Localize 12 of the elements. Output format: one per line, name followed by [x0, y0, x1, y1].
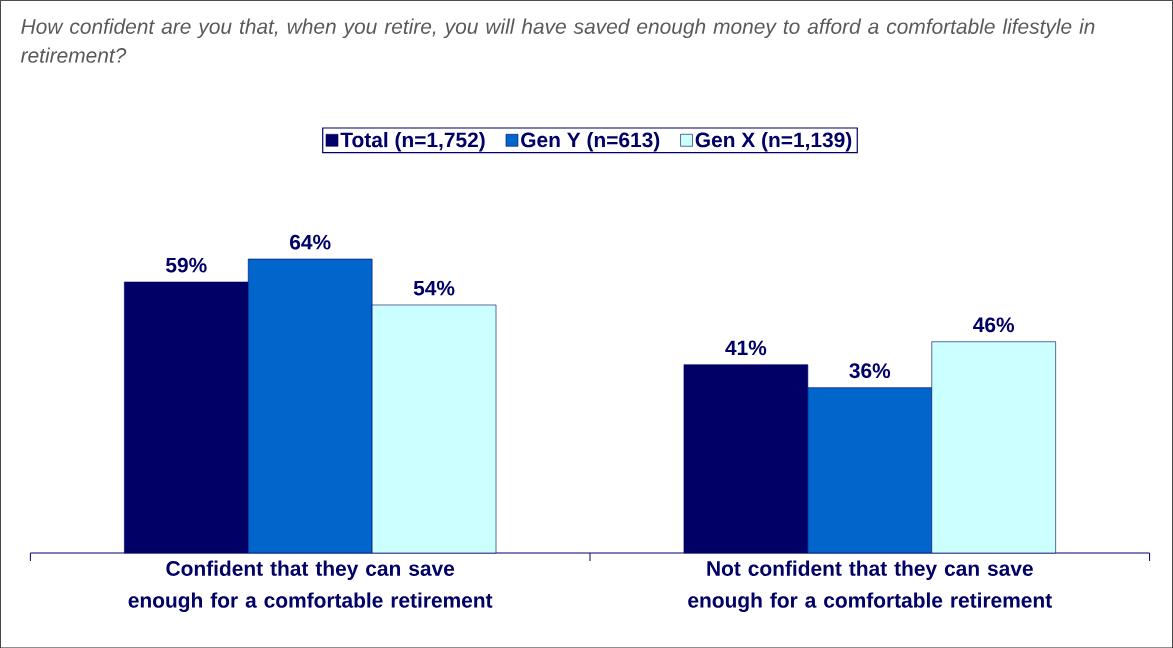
legend-label: Gen X (n=1,139): [695, 131, 852, 152]
data-label: 36%: [849, 363, 891, 378]
legend-label: Total (n=1,752): [340, 131, 485, 152]
data-label: 54%: [413, 280, 455, 296]
legend-label: Gen Y (n=613): [521, 131, 660, 152]
data-label: 46%: [973, 317, 1015, 333]
x-tick-label: Confident that they can save enough for a comfortable retirement: [128, 560, 493, 612]
data-label: 41%: [725, 340, 767, 355]
data-label: 59%: [166, 257, 207, 273]
chart-title: How confident are you that, when you retire, you will have saved enough money to afford a comfortable lifestyle in retirement?: [20, 18, 1095, 63]
data-label: 64%: [290, 234, 331, 250]
x-tick-label: Not confident that they can save enough for a comfortable retirement: [688, 560, 1052, 612]
